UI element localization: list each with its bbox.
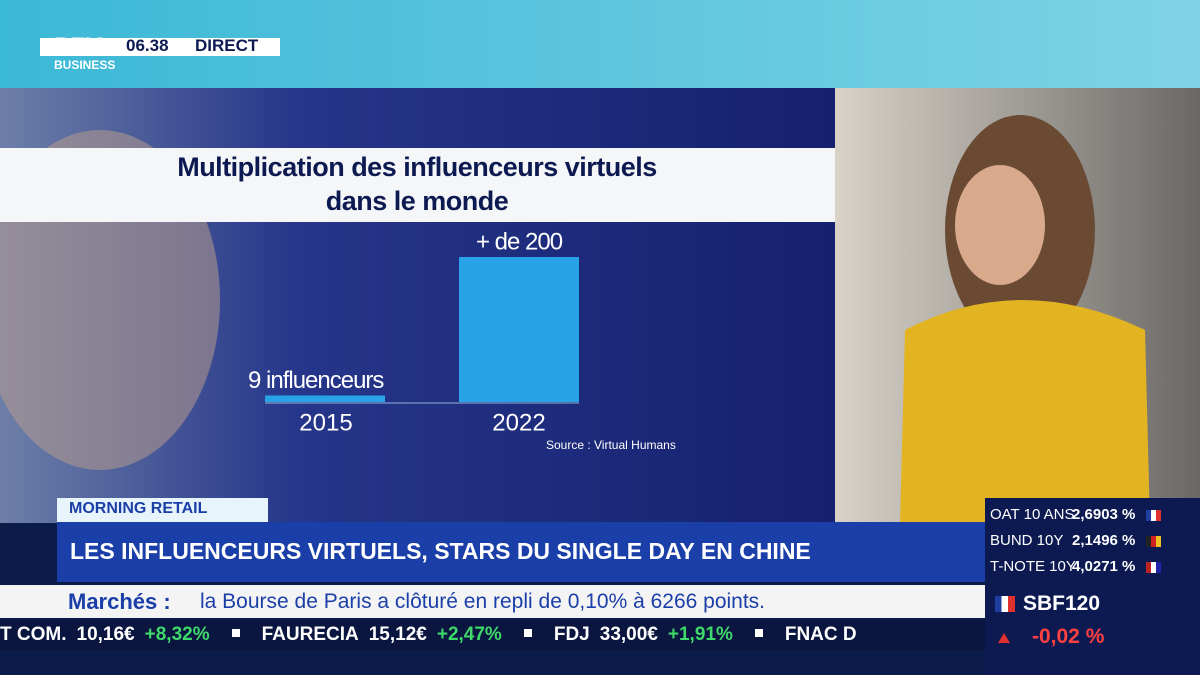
value-label: 9 influenceurs [248, 367, 384, 394]
bar [459, 257, 579, 402]
logo: BFM [54, 33, 104, 60]
stock-name: T COM. [0, 624, 67, 645]
flag [1146, 536, 1161, 547]
separator [231, 629, 240, 637]
ticker-label: Marchés : [68, 589, 171, 614]
tag-box [57, 498, 268, 522]
stock-price: 15,12€ [368, 624, 427, 645]
flag [1146, 510, 1161, 521]
chart-title-box [0, 148, 835, 222]
index-name: SBF120 [1023, 592, 1101, 615]
stock-price: 10,16€ [76, 624, 135, 645]
index-block: SBF120 -0,02 % [990, 581, 1200, 661]
category-label: 2015 [299, 409, 352, 436]
stock-change: +1,91% [667, 624, 733, 645]
stock-name: FDJ [553, 624, 590, 645]
index-arrow [998, 633, 1010, 643]
chart-source: Source : Virtual Humans [546, 438, 676, 452]
headline-box [57, 522, 985, 582]
ticker-box [0, 585, 985, 618]
crawl: T COM. 10,16€ +8,32% FAURECIA 15,12€ +2,47% FD… [0, 624, 867, 646]
presenter-sweater [900, 300, 1150, 523]
clock-box [40, 38, 280, 56]
tag: MORNING RETAIL [69, 500, 208, 517]
rate-name: OAT 10 ANS [990, 506, 1075, 523]
flag [995, 596, 1015, 612]
stock-name: FAURECIA [261, 624, 359, 645]
rate-value: 4,0271 % [1072, 558, 1136, 575]
chart-title: Multiplication des influenceurs virtuels… [177, 152, 657, 216]
ticker-text: la Bourse de Paris a clôturé en repli de… [200, 590, 766, 613]
logo-sub: BUSINESS [54, 58, 116, 72]
category-label: 2022 [492, 409, 545, 436]
rate-row: T-NOTE 10Y 4,0271 % [990, 555, 1200, 581]
headline: LES INFLUENCEURS VIRTUELS, STARS DU SING… [70, 538, 811, 564]
rate-value: 2,1496 % [1072, 532, 1136, 549]
rate-value: 2,6903 % [1072, 506, 1136, 523]
rate-row: BUND 10Y 2,1496 % [990, 529, 1200, 555]
rate-name: T-NOTE 10Y [990, 558, 1076, 575]
presenter-face [955, 165, 1045, 285]
rate-name: BUND 10Y [990, 532, 1064, 549]
stock-change: +8,32% [144, 624, 210, 645]
separator [523, 629, 532, 637]
clock: 06.38 [126, 36, 169, 55]
flag [1146, 562, 1161, 573]
bar [265, 395, 385, 402]
index-change: -0,02 % [1032, 625, 1105, 648]
markets: OAT 10 ANS 2,6903 % BUND 10Y 2,1496 % T-NOTE… [990, 503, 1200, 661]
markets-panel [985, 498, 1200, 675]
value-label: + de 200 [476, 228, 563, 255]
live-label: DIRECT [195, 36, 259, 55]
crawl-box [0, 620, 985, 650]
stock-name: FNAC D [784, 624, 857, 645]
stock-price: 33,00€ [599, 624, 658, 645]
rate-row: OAT 10 ANS 2,6903 % [990, 503, 1200, 529]
separator [754, 629, 763, 637]
stock-change: +2,47% [436, 624, 502, 645]
